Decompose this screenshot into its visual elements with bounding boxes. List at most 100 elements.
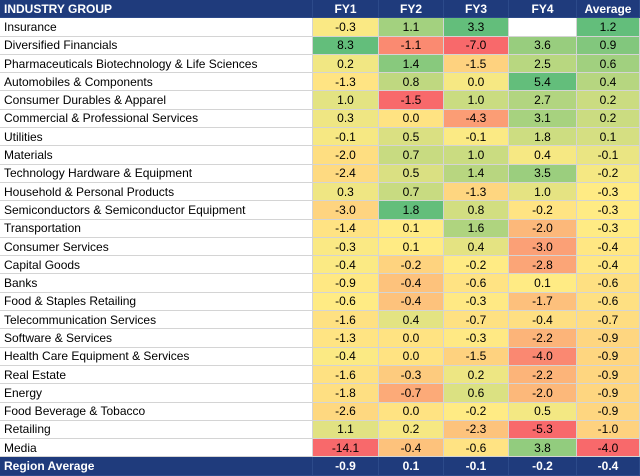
value-cell: -0.1 bbox=[313, 128, 379, 147]
industry-name: Banks bbox=[0, 274, 313, 293]
value-cell: -0.9 bbox=[577, 365, 640, 385]
value-cell: -0.1 bbox=[444, 128, 509, 147]
industry-name: Consumer Durables & Apparel bbox=[0, 91, 313, 110]
value-cell: -7.0 bbox=[444, 36, 509, 55]
value-cell: -0.7 bbox=[577, 311, 640, 330]
value-cell bbox=[509, 18, 577, 37]
value-cell: -0.3 bbox=[444, 292, 509, 312]
value-cell: 1.6 bbox=[444, 219, 509, 238]
value-cell: 5.4 bbox=[509, 73, 577, 92]
value-cell: -0.3 bbox=[444, 329, 509, 348]
value-cell: -1.5 bbox=[444, 347, 509, 366]
value-cell: 0.0 bbox=[379, 402, 444, 421]
value-cell: -2.3 bbox=[444, 420, 509, 440]
value-cell: -3.0 bbox=[313, 201, 379, 220]
header-fy2: FY2 bbox=[379, 0, 444, 19]
value-cell: 0.4 bbox=[444, 237, 509, 257]
value-cell: 0.2 bbox=[379, 420, 444, 440]
value-cell: 0.1 bbox=[509, 274, 577, 293]
value-cell: 3.1 bbox=[509, 109, 577, 129]
header-average: Average bbox=[577, 0, 640, 19]
value-cell: -2.2 bbox=[509, 329, 577, 348]
industry-name: Utilities bbox=[0, 128, 313, 147]
value-cell: -0.4 bbox=[379, 292, 444, 312]
value-cell: -0.4 bbox=[313, 347, 379, 366]
industry-name: Software & Services bbox=[0, 329, 313, 348]
value-cell: 0.2 bbox=[577, 91, 640, 110]
industry-name: Commercial & Professional Services bbox=[0, 109, 313, 129]
value-cell: 0.0 bbox=[379, 329, 444, 348]
value-cell: -1.5 bbox=[379, 91, 444, 110]
value-cell: -0.3 bbox=[379, 365, 444, 385]
value-cell: 1.8 bbox=[379, 201, 444, 220]
region-average-value: -0.2 bbox=[509, 457, 577, 476]
industry-name: Food Beverage & Tobacco bbox=[0, 402, 313, 421]
value-cell: 0.3 bbox=[313, 109, 379, 129]
value-cell: -0.2 bbox=[577, 164, 640, 183]
industry-name: Real Estate bbox=[0, 365, 313, 385]
value-cell: 1.4 bbox=[444, 164, 509, 183]
industry-name: Diversified Financials bbox=[0, 36, 313, 55]
value-cell: -0.3 bbox=[313, 18, 379, 37]
value-cell: 0.2 bbox=[444, 365, 509, 385]
header-fy1: FY1 bbox=[313, 0, 379, 19]
value-cell: 1.1 bbox=[313, 420, 379, 440]
value-cell: -0.6 bbox=[313, 292, 379, 312]
value-cell: 0.5 bbox=[379, 128, 444, 147]
value-cell: 0.1 bbox=[379, 237, 444, 257]
region-average-value: -0.9 bbox=[313, 457, 379, 476]
value-cell: 0.0 bbox=[379, 347, 444, 366]
industry-name: Capital Goods bbox=[0, 256, 313, 275]
value-cell: -2.2 bbox=[509, 365, 577, 385]
value-cell: -2.0 bbox=[313, 146, 379, 165]
value-cell: -0.4 bbox=[379, 274, 444, 293]
value-cell: 0.5 bbox=[379, 164, 444, 183]
value-cell: -0.4 bbox=[509, 311, 577, 330]
value-cell: -1.3 bbox=[444, 182, 509, 202]
value-cell: 1.0 bbox=[509, 182, 577, 202]
value-cell: -1.3 bbox=[313, 329, 379, 348]
value-cell: 0.1 bbox=[577, 128, 640, 147]
value-cell: -0.4 bbox=[379, 439, 444, 458]
value-cell: -0.9 bbox=[577, 402, 640, 421]
industry-name: Household & Personal Products bbox=[0, 182, 313, 202]
value-cell: 3.8 bbox=[509, 439, 577, 458]
value-cell: -0.3 bbox=[577, 182, 640, 202]
value-cell: 1.4 bbox=[379, 54, 444, 74]
value-cell: 3.5 bbox=[509, 164, 577, 183]
industry-name: Health Care Equipment & Services bbox=[0, 347, 313, 366]
value-cell: -1.5 bbox=[444, 54, 509, 74]
industry-name: Insurance bbox=[0, 18, 313, 37]
header-fy3: FY3 bbox=[444, 0, 509, 19]
value-cell: -0.6 bbox=[444, 274, 509, 293]
value-cell: 1.2 bbox=[577, 18, 640, 37]
value-cell: -4.0 bbox=[577, 439, 640, 458]
industry-name: Materials bbox=[0, 146, 313, 165]
value-cell: -3.0 bbox=[509, 237, 577, 257]
header-industry-group: INDUSTRY GROUP bbox=[0, 0, 313, 19]
industry-name: Semiconductors & Semiconductor Equipment bbox=[0, 201, 313, 220]
value-cell: 0.7 bbox=[379, 182, 444, 202]
value-cell: -1.6 bbox=[313, 365, 379, 385]
value-cell: -2.8 bbox=[509, 256, 577, 275]
value-cell: -1.8 bbox=[313, 384, 379, 403]
value-cell: -1.6 bbox=[313, 311, 379, 330]
value-cell: 8.3 bbox=[313, 36, 379, 55]
value-cell: -0.2 bbox=[444, 256, 509, 275]
value-cell: 1.0 bbox=[313, 91, 379, 110]
industry-name: Energy bbox=[0, 384, 313, 403]
value-cell: 0.4 bbox=[379, 311, 444, 330]
value-cell: 2.5 bbox=[509, 54, 577, 74]
value-cell: 0.3 bbox=[313, 182, 379, 202]
value-cell: 0.9 bbox=[577, 36, 640, 55]
value-cell: -0.7 bbox=[379, 384, 444, 403]
value-cell: -1.0 bbox=[577, 420, 640, 440]
industry-name: Pharmaceuticals Biotechnology & Life Sci… bbox=[0, 54, 313, 74]
value-cell: -0.4 bbox=[577, 237, 640, 257]
value-cell: -0.9 bbox=[577, 384, 640, 403]
value-cell: 0.0 bbox=[444, 73, 509, 92]
value-cell: 3.3 bbox=[444, 18, 509, 37]
value-cell: 2.7 bbox=[509, 91, 577, 110]
value-cell: -0.6 bbox=[577, 274, 640, 293]
